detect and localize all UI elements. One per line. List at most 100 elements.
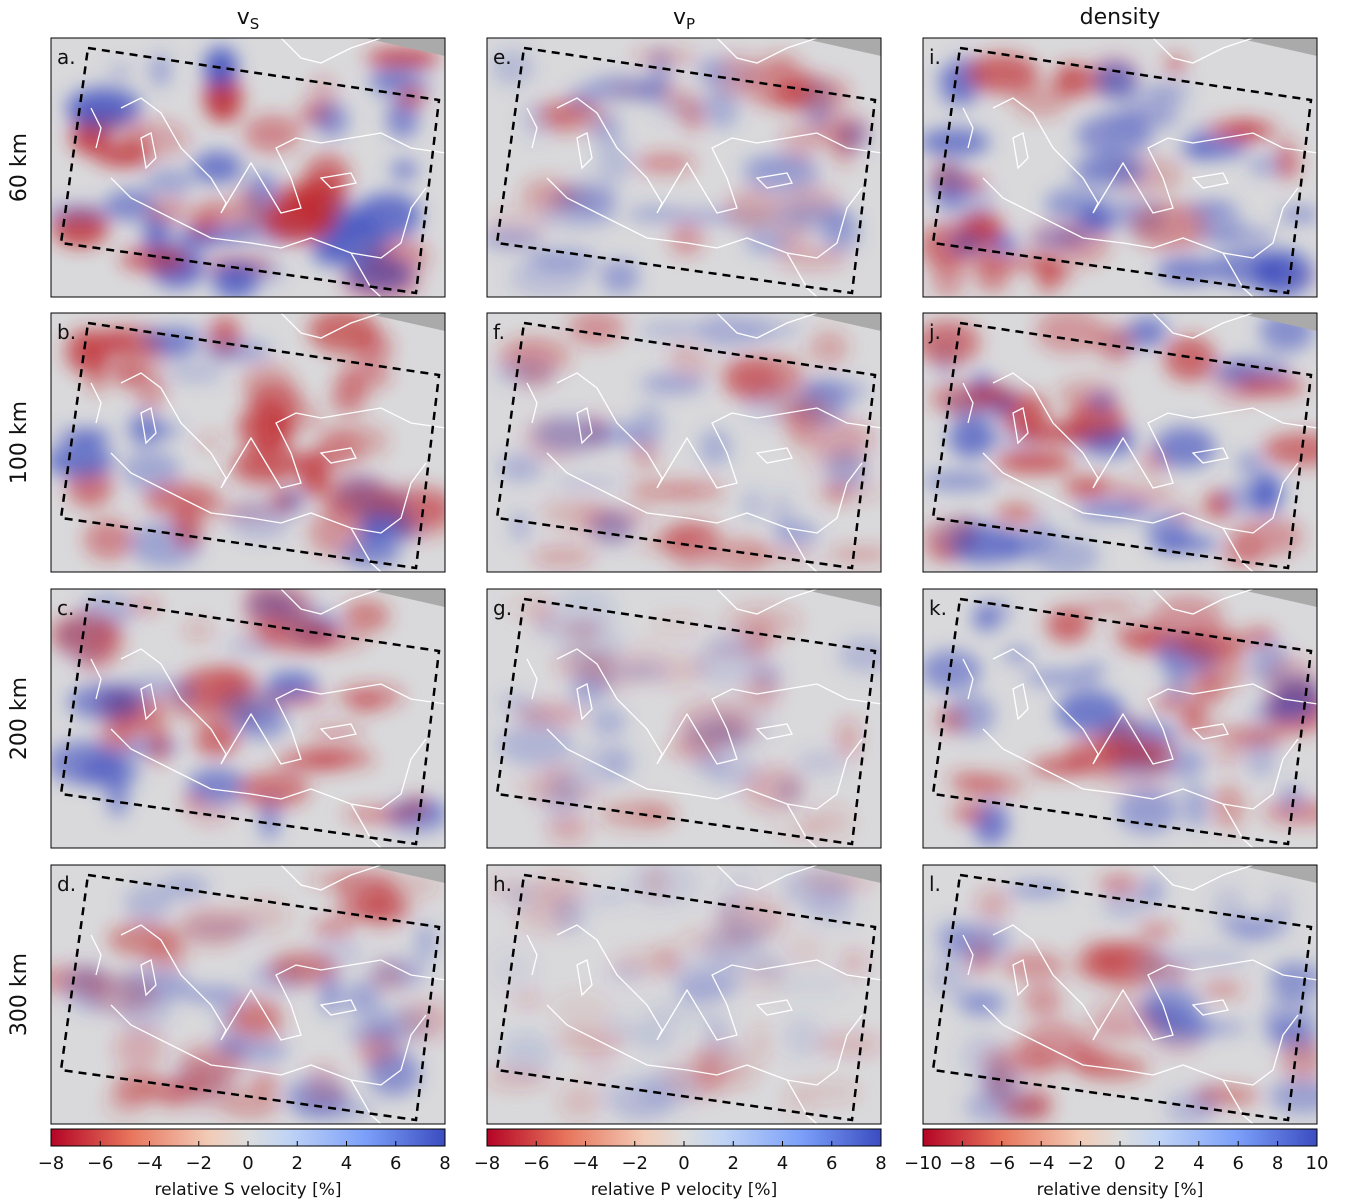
anomaly: [574, 516, 638, 545]
anomaly: [825, 546, 881, 563]
anomaly: [929, 383, 984, 414]
anomaly: [228, 499, 291, 541]
anomaly: [1120, 488, 1177, 504]
map-panel: d.: [50, 864, 446, 1125]
anomaly: [691, 1044, 758, 1091]
colorbar-tick-label: −6: [523, 1153, 550, 1174]
anomaly: [590, 707, 626, 737]
colorbar-tick-label: −6: [989, 1153, 1016, 1174]
model-domain: [931, 46, 1313, 295]
coastline: [962, 589, 1317, 848]
anomaly: [83, 518, 134, 561]
anomaly: [990, 235, 1018, 253]
anomaly: [135, 423, 182, 438]
anomaly: [612, 663, 669, 679]
anomaly: [1212, 783, 1245, 830]
colorbar-tick-label: 6: [826, 1153, 837, 1174]
model-domain: [59, 873, 441, 1122]
anomaly: [1278, 208, 1317, 222]
map-field: [487, 313, 881, 572]
anomaly: [637, 321, 711, 339]
anomaly: [554, 1028, 626, 1053]
anomaly: [1208, 360, 1253, 384]
anomaly: [1093, 62, 1137, 100]
anomaly: [124, 883, 171, 924]
map-panel: e.: [486, 37, 882, 298]
anomaly: [956, 176, 987, 189]
map-field: [923, 589, 1317, 848]
corner-mask: [1237, 313, 1317, 331]
anomaly: [390, 160, 418, 180]
map-panel: b.: [50, 312, 446, 573]
anomaly: [1035, 313, 1104, 354]
anomaly: [250, 1073, 279, 1095]
anomaly: [1280, 784, 1304, 810]
corner-mask: [365, 313, 445, 331]
anomaly: [78, 142, 118, 155]
anomaly: [601, 1075, 676, 1118]
colorbar-tick-label: 6: [1232, 1153, 1243, 1174]
anomaly: [773, 79, 813, 109]
anomaly: [1278, 154, 1301, 176]
anomaly: [1023, 984, 1063, 1016]
anomaly: [262, 199, 336, 242]
coastline: [90, 38, 445, 297]
map-field: [487, 865, 881, 1124]
anomaly: [1266, 889, 1295, 926]
anomaly: [514, 990, 541, 1008]
anomaly: [331, 379, 367, 414]
anomaly: [969, 384, 1013, 407]
model-domain: [495, 46, 877, 295]
anomaly: [1063, 476, 1109, 498]
anomaly: [1196, 204, 1243, 242]
coastline: [962, 38, 1317, 297]
anomaly: [370, 961, 407, 992]
anomaly: [75, 117, 151, 130]
anomaly: [804, 418, 874, 459]
anomaly: [636, 152, 695, 175]
colorbar-tick-label: 4: [777, 1153, 788, 1174]
anomaly: [68, 429, 112, 446]
anomaly: [510, 510, 531, 543]
colorbar-tick-label: −6: [87, 1153, 114, 1174]
map-field: [51, 38, 445, 297]
anomaly: [219, 689, 284, 725]
anomaly: [367, 1050, 421, 1097]
anomaly: [923, 471, 997, 491]
anomaly: [1098, 874, 1139, 893]
anomaly: [671, 987, 718, 1002]
anomaly: [1184, 783, 1208, 829]
anomaly: [1054, 62, 1087, 97]
panel-frame: [50, 37, 446, 298]
anomaly: [356, 192, 421, 240]
anomaly: [722, 866, 760, 895]
anomaly: [568, 313, 625, 346]
anomaly: [1280, 1038, 1317, 1081]
colorbar-tick-label: 2: [1154, 1153, 1165, 1174]
anomaly: [627, 206, 682, 222]
colorbar-tick-label: 2: [728, 1153, 739, 1174]
anomaly: [1127, 316, 1169, 344]
corner-mask: [801, 38, 881, 56]
anomaly: [214, 1036, 249, 1049]
anomaly: [150, 53, 171, 88]
anomaly: [196, 434, 224, 449]
anomaly: [553, 621, 627, 665]
anomaly: [995, 451, 1075, 474]
anomaly: [930, 954, 970, 999]
anomaly: [1210, 748, 1245, 763]
anomaly: [965, 53, 1039, 94]
panel-frame: [50, 864, 446, 1125]
anomaly: [699, 314, 757, 348]
anomaly: [1007, 882, 1069, 897]
anomalies: [51, 866, 445, 1120]
anomaly: [923, 650, 982, 691]
anomaly: [1102, 890, 1146, 920]
anomaly: [66, 86, 142, 127]
anomaly: [554, 767, 587, 811]
anomaly: [948, 234, 986, 253]
anomaly: [815, 1032, 881, 1057]
anomaly: [497, 723, 575, 767]
anomaly: [337, 683, 404, 709]
